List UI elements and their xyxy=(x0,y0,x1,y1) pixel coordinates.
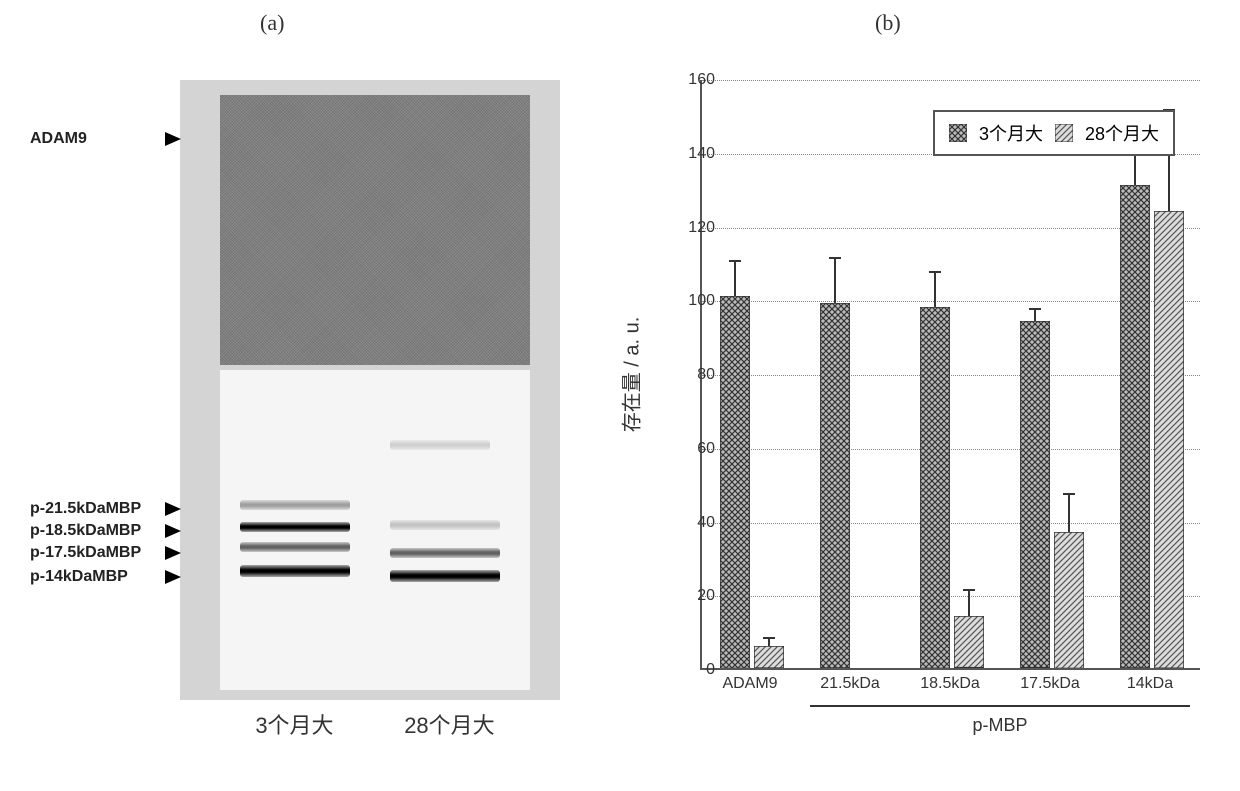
error-cap xyxy=(763,637,775,639)
panel-b-label: (b) xyxy=(875,10,901,36)
blot-lower-region xyxy=(220,370,530,690)
panel-a-label: (a) xyxy=(260,10,284,36)
lane-label-2: 28个月大 xyxy=(404,708,494,740)
error-cap xyxy=(963,589,975,591)
band-label: p-17.5kDaMBP xyxy=(30,544,141,562)
error-bar xyxy=(734,262,736,295)
band xyxy=(240,542,350,552)
y-tick: 80 xyxy=(675,366,715,384)
band-label: p-14kDaMBP xyxy=(30,568,128,586)
bar xyxy=(720,296,750,668)
error-bar xyxy=(934,273,936,306)
error-cap xyxy=(829,257,841,259)
y-tick: 160 xyxy=(675,71,715,89)
error-cap xyxy=(1029,308,1041,310)
legend-swatch-2 xyxy=(1055,124,1073,142)
band xyxy=(240,522,350,532)
error-bar xyxy=(834,259,836,303)
y-axis-label: 存在量 / a. u. xyxy=(616,317,645,433)
lane-label-1: 3个月大 xyxy=(255,708,333,740)
x-tick: 21.5kDa xyxy=(820,675,880,693)
y-tick: 60 xyxy=(675,440,715,458)
chart-plot-area: 3个月大 28个月大 xyxy=(700,80,1200,670)
arrow-icon xyxy=(165,132,181,146)
y-tick: 120 xyxy=(675,219,715,237)
arrow-icon xyxy=(165,502,181,516)
error-cap xyxy=(1063,493,1075,495)
error-bar xyxy=(1068,495,1070,532)
bar xyxy=(1154,211,1184,668)
legend-label-1: 3个月大 xyxy=(979,120,1043,146)
bar xyxy=(1120,185,1150,668)
bar xyxy=(920,307,950,668)
y-tick: 20 xyxy=(675,587,715,605)
error-bar xyxy=(768,639,770,646)
y-tick: 100 xyxy=(675,292,715,310)
lane-labels: 3个月大 28个月大 xyxy=(220,708,530,740)
error-bar xyxy=(1034,310,1036,321)
legend-swatch-1 xyxy=(949,124,967,142)
y-tick: 140 xyxy=(675,145,715,163)
x-tick: 14kDa xyxy=(1127,675,1173,693)
error-bar xyxy=(968,591,970,617)
error-cap xyxy=(929,271,941,273)
gridline xyxy=(702,80,1200,81)
y-tick: 0 xyxy=(675,661,715,679)
band xyxy=(390,548,500,558)
bar xyxy=(1020,321,1050,668)
band xyxy=(390,520,500,530)
band xyxy=(390,570,500,582)
blot-upper-region xyxy=(220,95,530,365)
panel-a-blot: ADAM9 p-21.5kDaMBP p-18.5kDaMBP p-17.5kDaMB… xyxy=(20,60,580,760)
group-underline xyxy=(810,705,1190,707)
bar xyxy=(1054,532,1084,668)
legend: 3个月大 28个月大 xyxy=(933,110,1175,156)
band-label: p-18.5kDaMBP xyxy=(30,522,141,540)
bar xyxy=(820,303,850,668)
band xyxy=(240,565,350,577)
arrow-icon xyxy=(165,570,181,584)
y-tick: 40 xyxy=(675,514,715,532)
arrow-icon xyxy=(165,524,181,538)
panel-b-chart: 存在量 / a. u. 3个月大 28个月大 02040608010012014… xyxy=(630,60,1220,760)
band xyxy=(240,500,350,510)
band-label: ADAM9 xyxy=(30,130,87,148)
bar xyxy=(754,646,784,668)
error-cap xyxy=(729,260,741,262)
x-tick: 17.5kDa xyxy=(1020,675,1080,693)
bar xyxy=(954,616,984,668)
legend-label-2: 28个月大 xyxy=(1085,120,1159,146)
group-label: p-MBP xyxy=(972,715,1027,736)
arrow-icon xyxy=(165,546,181,560)
x-tick: 18.5kDa xyxy=(920,675,980,693)
band-label: p-21.5kDaMBP xyxy=(30,500,141,518)
band xyxy=(390,440,490,450)
x-tick: ADAM9 xyxy=(722,675,777,693)
